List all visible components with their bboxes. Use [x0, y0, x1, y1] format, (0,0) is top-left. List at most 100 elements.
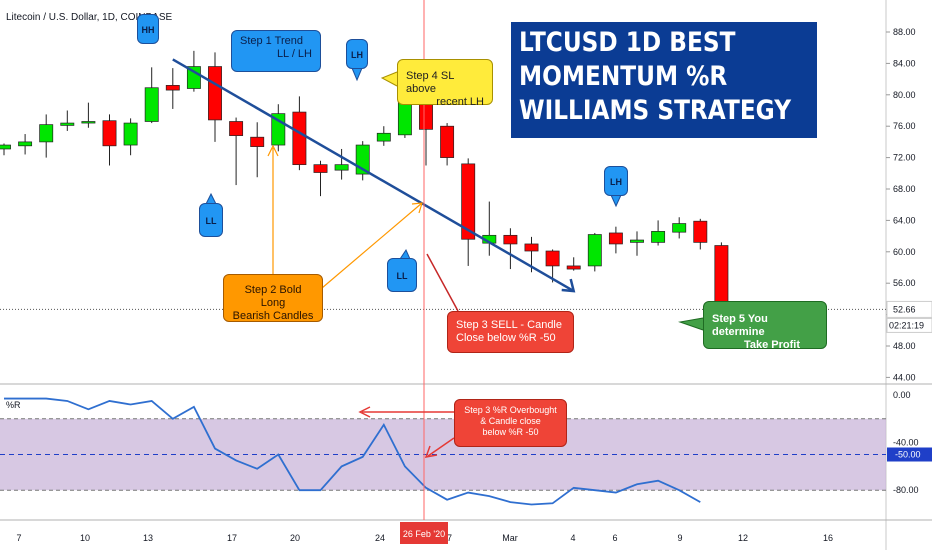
signal-date-tag [400, 522, 448, 544]
candle-body [630, 239, 644, 243]
candle-body [165, 85, 180, 91]
note-line: Step 1 Trend [240, 35, 303, 47]
time-tick-label: 20 [290, 533, 300, 543]
price-tick-label: 72.00 [893, 153, 916, 163]
candle-body [229, 121, 244, 136]
step3-osc-arrow [427, 437, 455, 457]
step1-note[interactable]: Step 1 Trend LL / LH [231, 30, 321, 72]
title-line: MOMENTUM %R [519, 61, 728, 92]
candle-body [18, 141, 33, 147]
candle-body [292, 111, 307, 166]
price-tick-label: 80.00 [893, 90, 916, 100]
candle-body [144, 87, 159, 122]
step2-arrow [321, 202, 423, 289]
step2-note[interactable]: Step 2 Bold Long Bearish Candles [223, 274, 323, 322]
note-line: Step 3 %R Overbought [464, 405, 557, 415]
price-tick-label: 48.00 [893, 341, 916, 351]
candle-body [587, 234, 602, 267]
time-tick-label: Mar [502, 533, 518, 543]
lh-pointer [351, 67, 363, 82]
trend-line [172, 58, 575, 293]
price-tick-label: 60.00 [893, 247, 916, 257]
countdown-label: 02:21:19 [889, 320, 924, 330]
candle-body [39, 124, 54, 143]
ll-pointer [399, 248, 411, 260]
candle-body [123, 122, 138, 146]
overlays: 26 Feb '20 [205, 0, 704, 544]
candle-body [250, 136, 265, 147]
candle-body [81, 121, 96, 124]
candle-body [440, 125, 455, 158]
price-tick-label: 56.00 [893, 278, 916, 288]
ll-label[interactable]: LL [387, 258, 417, 292]
step4-note[interactable]: Step 4 SL above recent LH [397, 59, 493, 108]
step3-arrow [426, 253, 459, 312]
price-panel[interactable]: 52.66 02:21:19 [0, 50, 932, 333]
candle-body [461, 163, 476, 240]
candle-body [102, 120, 117, 147]
price-tick-label: 84.00 [893, 58, 916, 68]
osc-level-tag [887, 447, 932, 462]
candle-body [566, 265, 581, 270]
strategy-title: LTCUSD 1D BEST MOMENTUM %R WILLIAMS STRA… [511, 22, 817, 138]
title-line: WILLIAMS STRATEGY [519, 95, 792, 126]
note-line: LL / LH [276, 48, 312, 60]
williams-r-line [4, 397, 701, 506]
time-tick-label: 17 [227, 533, 237, 543]
step3-sell-note[interactable]: Step 3 SELL - Candle Close below %R -50 [447, 311, 574, 353]
price-tick-label: 88.00 [893, 27, 916, 37]
time-tick-label: 6 [612, 533, 617, 543]
price-tick-label: 76.00 [893, 121, 916, 131]
candle-body [608, 232, 623, 245]
note-line: Step 5 You determine [712, 313, 768, 338]
ll-label[interactable]: LL [199, 203, 223, 237]
time-tick-label: 10 [80, 533, 90, 543]
step5-pointer [678, 317, 704, 331]
step3-osc-arrow-head [358, 406, 371, 418]
hh-label[interactable]: HH [137, 14, 159, 44]
oscillator-panel[interactable]: 0.00 -40.00 -80.00 -50.00 %R [0, 390, 932, 506]
lh-label[interactable]: LH [346, 39, 368, 69]
osc-tick-label: 0.00 [893, 390, 911, 400]
price-tick-label: 68.00 [893, 184, 916, 194]
note-line: below %R -50 [482, 427, 539, 437]
candle-body [714, 245, 729, 310]
signal-date-label: 26 Feb '20 [403, 529, 445, 539]
step5-note[interactable]: Step 5 You determine Take Profit [703, 301, 827, 351]
time-tick-label: 24 [375, 533, 385, 543]
candle-body [208, 66, 222, 121]
time-tick-label: 9 [677, 533, 682, 543]
candle-body [524, 243, 539, 252]
price-tick-label: 64.00 [893, 215, 916, 225]
candle-body [60, 122, 75, 126]
candle-body [503, 234, 518, 245]
step2-arrow-head [267, 144, 279, 157]
step3-osc-note[interactable]: Step 3 %R Overbought & Candle close belo… [454, 399, 567, 447]
osc-level-tag-label: -50.00 [895, 450, 921, 460]
time-tick-label: 16 [823, 533, 833, 543]
note-line: Bearish Candles [232, 310, 314, 322]
note-line: recent LH [436, 96, 484, 108]
candle-body [334, 164, 349, 171]
candle-body [651, 231, 666, 243]
trend-arrow-head [561, 278, 576, 293]
note-line: Close below %R -50 [456, 332, 556, 344]
note-line: Step 3 SELL - Candle [456, 319, 562, 331]
ll-pointer [205, 192, 217, 205]
candle-body [186, 66, 201, 89]
last-price-label: 52.66 [893, 304, 916, 314]
lh-pointer [610, 194, 622, 208]
symbol-header: Litecoin / U.S. Dollar, 1D, COINBASE [6, 12, 173, 23]
note-line: Take Profit [743, 339, 800, 351]
candle-body [376, 132, 391, 142]
note-line: & Candle close [480, 416, 541, 426]
step4-pointer [380, 71, 398, 87]
lh-label[interactable]: LH [604, 166, 628, 196]
note-line: Step 4 SL above [406, 70, 454, 95]
osc-tick-label: -40.00 [893, 438, 919, 448]
price-tick-label: 44.00 [893, 372, 916, 382]
time-tick-label: 7 [16, 533, 21, 543]
step2-arrow-head [411, 202, 423, 214]
